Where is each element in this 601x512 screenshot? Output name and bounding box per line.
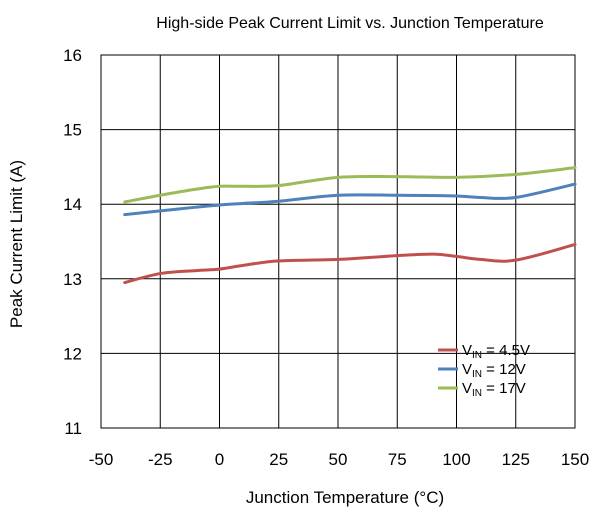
x-tick-label: -25 xyxy=(148,450,173,469)
x-tick-label: 100 xyxy=(442,450,470,469)
grid xyxy=(100,54,576,429)
x-tick-labels: -50 -25 0 25 50 75 100 125 150 xyxy=(89,450,589,469)
series-line-1 xyxy=(123,182,577,217)
legend-label-0: VIN = 4.5V xyxy=(462,342,530,361)
y-tick-label: 16 xyxy=(63,46,82,65)
x-tick-label: 75 xyxy=(388,450,407,469)
x-tick-label: 25 xyxy=(269,450,288,469)
x-axis-label: Junction Temperature (°C) xyxy=(246,488,444,507)
plot-area-frame xyxy=(100,54,576,429)
y-tick-label: 15 xyxy=(63,121,82,140)
legend-label-2: VIN = 17V xyxy=(462,380,526,399)
y-tick-label: 13 xyxy=(63,270,82,289)
y-tick-label: 14 xyxy=(63,195,82,214)
chart-title: High-side Peak Current Limit vs. Junctio… xyxy=(156,15,544,32)
series-lines xyxy=(123,166,577,285)
x-tick-label: 125 xyxy=(502,450,530,469)
x-tick-label: -50 xyxy=(89,450,114,469)
y-tick-labels: 11 12 13 14 15 16 xyxy=(63,46,82,438)
x-tick-label: 0 xyxy=(215,450,224,469)
y-axis-label: Peak Current Limit (A) xyxy=(7,160,26,328)
series-line-2 xyxy=(123,166,577,204)
legend-label-1: VIN = 12V xyxy=(462,361,526,380)
y-tick-label: 11 xyxy=(64,419,82,438)
series-line-0 xyxy=(123,242,577,285)
x-tick-label: 50 xyxy=(329,450,348,469)
y-tick-label: 12 xyxy=(63,344,82,363)
x-tick-label: 150 xyxy=(561,450,589,469)
